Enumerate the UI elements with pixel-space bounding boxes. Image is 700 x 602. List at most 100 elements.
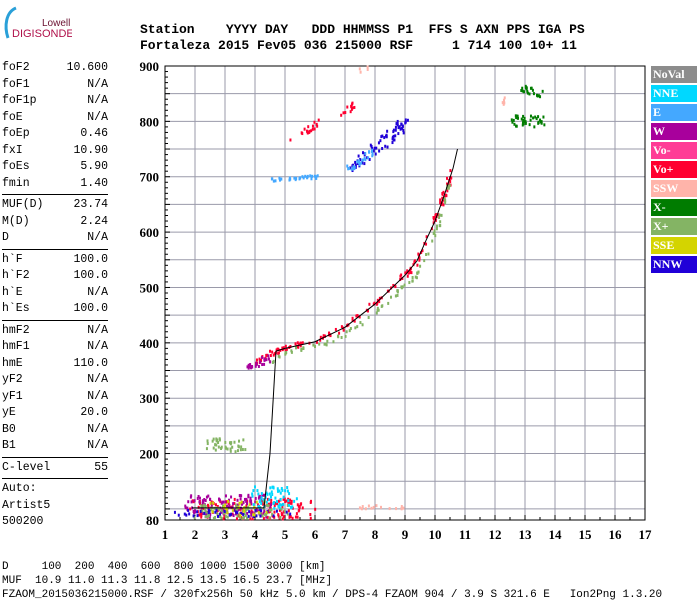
echo-point-x- bbox=[224, 445, 227, 449]
echo-point-w bbox=[205, 513, 208, 517]
echo-point-vo- bbox=[281, 505, 284, 509]
echo-point-x- bbox=[526, 91, 529, 95]
echo-point-x- bbox=[539, 118, 542, 122]
echo-point-w bbox=[250, 499, 253, 503]
echo-point-nne bbox=[291, 505, 294, 509]
param-value: 23.74 bbox=[73, 198, 108, 211]
echo-point-vo- bbox=[261, 499, 264, 503]
echo-point-x- bbox=[247, 507, 250, 511]
echo-point-ssw bbox=[361, 505, 364, 509]
echo-point-e bbox=[360, 161, 363, 165]
echo-point-w bbox=[263, 493, 266, 497]
echo-point-vo- bbox=[225, 500, 228, 504]
echo-point-vo- bbox=[294, 342, 297, 346]
echo-point-sse bbox=[253, 513, 256, 517]
param-label: h`E bbox=[2, 285, 23, 299]
echo-point-x- bbox=[349, 327, 352, 331]
echo-point-x- bbox=[314, 345, 317, 349]
echo-point-x- bbox=[283, 509, 286, 513]
echo-point-vo- bbox=[245, 504, 248, 508]
echo-point-x- bbox=[417, 270, 420, 274]
param-value: 2.24 bbox=[80, 214, 108, 228]
echo-point-ssw bbox=[364, 507, 367, 511]
echo-point-vo- bbox=[266, 353, 269, 357]
echo-point-w bbox=[239, 497, 242, 501]
echo-point-x- bbox=[241, 448, 244, 452]
echo-point-vo- bbox=[295, 512, 298, 516]
echo-point-vo- bbox=[278, 508, 281, 512]
echo-point-x- bbox=[414, 275, 417, 279]
echo-point-w bbox=[236, 498, 239, 502]
echo-point-x- bbox=[387, 301, 390, 305]
param-value: N/A bbox=[87, 373, 108, 386]
echo-point-x- bbox=[204, 508, 207, 512]
echo-point-vo- bbox=[416, 263, 419, 267]
echo-point-w bbox=[246, 511, 249, 515]
echo-point-vo- bbox=[350, 107, 353, 111]
echo-point-sse bbox=[224, 503, 227, 507]
echo-point-x- bbox=[345, 330, 348, 334]
echo-point-nne bbox=[252, 503, 255, 507]
echo-point-nnw bbox=[260, 509, 263, 513]
echo-point-sse bbox=[248, 503, 251, 507]
echo-point-w bbox=[260, 356, 263, 360]
echo-point-x- bbox=[220, 445, 223, 449]
param-label: foF1p bbox=[2, 94, 37, 107]
x-tick-label: 6 bbox=[312, 527, 319, 542]
echo-point-x- bbox=[220, 516, 223, 520]
echo-point-vo- bbox=[442, 190, 445, 194]
echo-point-e bbox=[302, 176, 305, 180]
param-value: N/A bbox=[87, 285, 108, 299]
echo-point-vo- bbox=[202, 507, 205, 511]
echo-point-x- bbox=[431, 239, 434, 243]
echo-point-x- bbox=[230, 441, 233, 445]
echo-point-x- bbox=[279, 515, 282, 519]
x-tick-label: 11 bbox=[459, 527, 471, 542]
echo-point-e bbox=[271, 177, 274, 181]
echo-point-w bbox=[189, 495, 192, 499]
echo-point-nnw bbox=[242, 512, 245, 516]
param-label: h`Es bbox=[2, 302, 30, 315]
legend-noval: NoVal bbox=[651, 66, 697, 83]
echo-point-w bbox=[265, 358, 268, 362]
echo-point-x- bbox=[241, 516, 244, 520]
param-value: N/A bbox=[87, 94, 108, 107]
echo-point-x- bbox=[215, 443, 218, 447]
echo-point-nnw bbox=[247, 514, 250, 518]
echo-point-nnw bbox=[217, 514, 220, 518]
echo-point-vo- bbox=[408, 270, 411, 274]
echo-point-x- bbox=[323, 342, 326, 346]
echo-point-w bbox=[255, 509, 258, 513]
echo-point-nnw bbox=[285, 510, 288, 514]
echo-point-e bbox=[272, 179, 275, 183]
param-label: fmin bbox=[2, 176, 30, 190]
echo-point-nnw bbox=[188, 512, 191, 516]
echo-point-w bbox=[249, 363, 252, 367]
echo-point-x- bbox=[526, 89, 529, 93]
echo-point-vo- bbox=[287, 501, 290, 505]
echo-point-x- bbox=[446, 186, 449, 190]
echo-point-e bbox=[299, 176, 302, 180]
echo-point-sse bbox=[239, 513, 242, 517]
echo-point-nne bbox=[270, 490, 273, 494]
echo-point-x- bbox=[532, 116, 535, 120]
echo-point-nnw bbox=[183, 512, 186, 516]
param-label: hmF2 bbox=[2, 323, 30, 337]
echo-point-ssw bbox=[402, 506, 405, 510]
echo-point-w bbox=[193, 499, 196, 503]
echo-point-x- bbox=[337, 335, 340, 339]
echo-point-vo- bbox=[340, 325, 343, 329]
x-tick-label: 4 bbox=[252, 527, 259, 542]
echo-point-e bbox=[371, 148, 374, 152]
param-hf2: h`F2 100.0 bbox=[2, 268, 108, 285]
echo-point-w bbox=[263, 362, 266, 366]
echo-point-nne bbox=[282, 502, 285, 506]
echo-point-x- bbox=[215, 510, 218, 514]
echo-point-ssw bbox=[379, 505, 382, 509]
echo-point-x- bbox=[520, 117, 523, 121]
echo-point-vo- bbox=[233, 501, 236, 505]
echo-point-nnw bbox=[406, 118, 409, 122]
echo-point-nnw bbox=[393, 138, 396, 142]
echo-point-vo- bbox=[338, 331, 341, 335]
echo-point-nne bbox=[268, 492, 271, 496]
